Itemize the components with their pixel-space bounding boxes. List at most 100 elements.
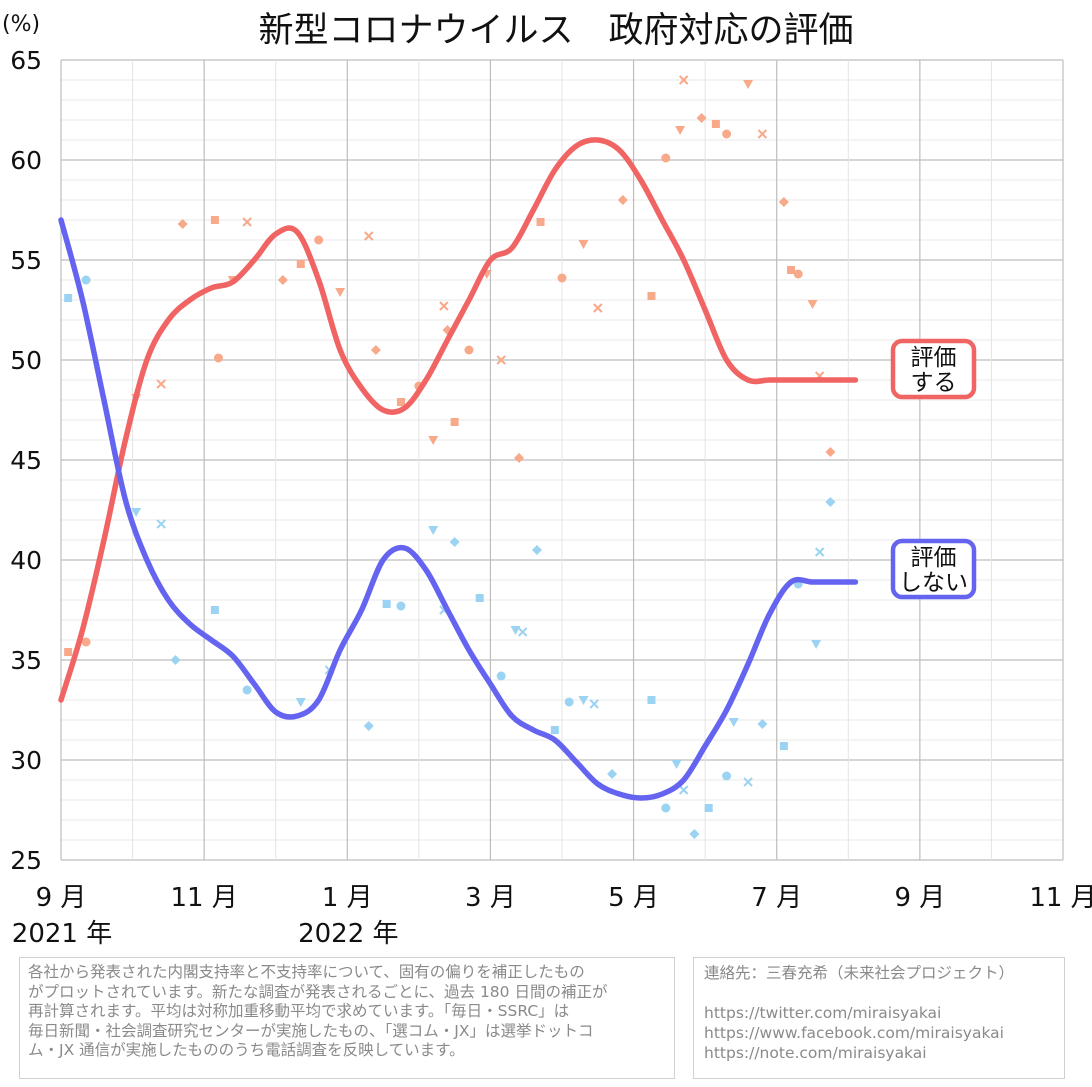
x-tick-label: 11 月 (170, 883, 237, 913)
data-point (617, 195, 628, 205)
contact-title: 連絡先：三春充希（未来社会プロジェクト） (704, 964, 1015, 982)
x-tick-label: 9 月 (36, 883, 87, 913)
data-point (593, 303, 603, 313)
chart-title: 新型コロナウイルス 政府対応の評価 (258, 11, 853, 51)
data-point (578, 240, 589, 249)
data-point (704, 804, 713, 812)
data-point (589, 699, 599, 709)
x-tick-label: 7 月 (751, 883, 802, 913)
data-point (793, 269, 803, 279)
grid (60, 59, 1064, 861)
data-point (210, 606, 219, 614)
x-year-label: 2022 年 (298, 919, 398, 949)
x-tick-label: 5 月 (608, 883, 659, 913)
series-label-text: 評価 (911, 545, 957, 571)
data-point (825, 497, 836, 507)
note-line: がプロットされています。新たな調査が発表されるごとに、過去 180 日間の補正が (28, 982, 608, 1001)
data-point (607, 769, 618, 779)
data-point (671, 760, 682, 769)
twitter-link[interactable]: https://twitter.com/miraisyakai (704, 1004, 942, 1022)
data-point (363, 721, 374, 731)
data-point (517, 627, 528, 637)
data-point (475, 594, 484, 602)
data-point (787, 266, 796, 274)
data-point (277, 275, 288, 285)
contact-box: 連絡先：三春充希（未来社会プロジェクト） https://twitter.com… (693, 957, 1065, 1079)
data-point (177, 219, 188, 229)
data-point (514, 453, 525, 463)
data-point (439, 301, 449, 311)
data-point (647, 292, 656, 300)
series-label-box (890, 338, 977, 400)
data-point (722, 129, 732, 139)
x-tick-label: 9 月 (894, 883, 945, 913)
data-point (295, 698, 306, 707)
note-link[interactable]: https://note.com/miraisyakai (704, 1044, 927, 1062)
data-point (578, 696, 589, 705)
data-point (743, 777, 753, 787)
y-tick-label: 50 (10, 346, 42, 375)
data-point (778, 197, 789, 207)
data-point (743, 80, 754, 89)
series-line (58, 217, 859, 801)
data-point (335, 288, 346, 297)
data-point (678, 75, 689, 85)
data-point (314, 235, 324, 245)
series-label-text: 評価 (911, 345, 957, 371)
data-point (131, 508, 142, 517)
note-line: ム・JX 通信が実施したもののうち電話調査を反映しています。 (28, 1041, 465, 1059)
y-tick-label: 40 (10, 546, 42, 575)
data-point (296, 260, 305, 268)
data-point (807, 300, 818, 309)
data-point (449, 537, 460, 547)
data-point (496, 355, 506, 365)
data-point (531, 545, 542, 555)
y-tick-label: 45 (10, 446, 42, 475)
scatter-points (64, 75, 836, 839)
y-tick-label: 55 (10, 246, 42, 275)
data-point (779, 742, 788, 750)
data-point (382, 600, 391, 608)
data-point (661, 153, 671, 163)
facebook-link[interactable]: https://www.facebook.com/miraisyakai (704, 1024, 1004, 1042)
data-point (396, 601, 406, 611)
data-point (647, 696, 656, 704)
data-point (811, 640, 822, 649)
note-line: 各社から発表された内閣支持率と不支持率について、固有の偏りを補正したもの (28, 963, 585, 981)
data-point (814, 547, 825, 557)
x-tick-label: 1 月 (322, 883, 373, 913)
x-tick-label: 3 月 (465, 883, 516, 913)
note-line: 毎日新聞・社会調査研究センターが実施したもの、「選コム・JX」は選挙ドットコ (28, 1021, 594, 1040)
data-point (711, 120, 720, 128)
x-tick-label: 11 月 (1029, 883, 1092, 913)
series-line (58, 137, 859, 703)
data-point (536, 218, 545, 226)
data-point (450, 418, 459, 426)
data-point (428, 436, 439, 445)
y-tick-label: 65 (10, 46, 42, 75)
data-point (81, 637, 91, 647)
y-tick-label: 25 (10, 846, 42, 875)
data-point (64, 294, 73, 302)
data-point (678, 785, 689, 795)
data-point (550, 726, 559, 734)
series-label-text: しない (899, 570, 968, 596)
data-point (213, 353, 223, 363)
chart: 新型コロナウイルス 政府対応の評価 (%) 25 30 35 40 45 50 55 60 65… (2, 11, 1092, 949)
data-point (661, 803, 671, 813)
data-point (496, 671, 506, 681)
data-point (757, 129, 768, 139)
data-point (242, 685, 252, 695)
data-point (510, 626, 521, 635)
y-axis-label: (%) (2, 12, 40, 37)
note-line: 再計算されます。平均は対称加重移動平均で求めています。「毎日・SSRC」は (28, 1002, 570, 1020)
data-point (81, 275, 91, 285)
data-point (675, 126, 686, 135)
data-point (428, 526, 439, 535)
data-point (722, 771, 732, 781)
data-point (757, 719, 768, 729)
data-point (370, 345, 381, 355)
data-point (396, 398, 405, 406)
data-point (825, 447, 836, 457)
